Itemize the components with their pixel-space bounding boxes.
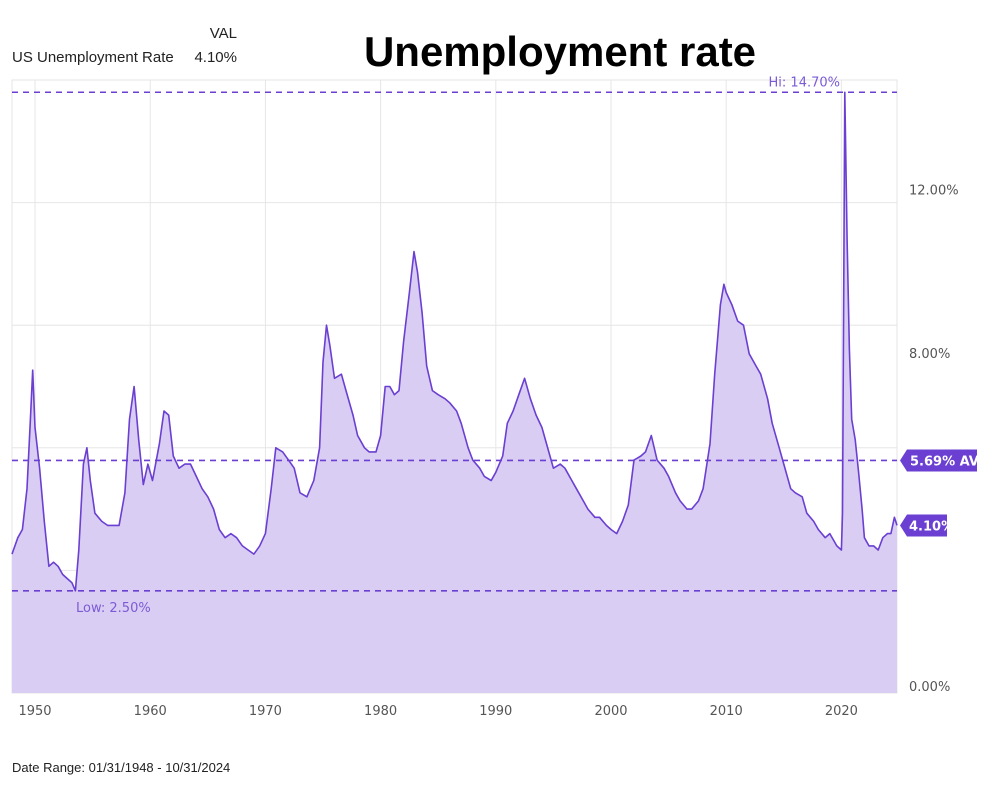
y-tick-label: 0.00% [909, 680, 950, 695]
date-range: Date Range: 01/31/1948 - 10/31/2024 [12, 760, 230, 775]
chart-title: Unemployment rate [364, 28, 756, 75]
last-value-badge: 4.10% [900, 514, 954, 537]
low-label: Low: 2.50% [76, 601, 151, 616]
x-tick-label: 1990 [479, 704, 512, 719]
series-label: US Unemployment Rate [12, 49, 174, 66]
x-tick-label: 2000 [594, 704, 627, 719]
avg-badge-shape [900, 449, 977, 472]
val-header: VAL [210, 25, 237, 42]
y-tick-label: 12.00% [909, 184, 959, 199]
y-tick-label: 8.00% [909, 347, 950, 362]
x-tick-label: 1970 [249, 704, 282, 719]
last-value-badge-label: 4.10% [909, 519, 954, 534]
reference-lines: Hi: 14.70% Low: 2.50% [12, 75, 897, 616]
series-area-fill [12, 92, 897, 694]
avg-badge: 5.69% AVG [900, 449, 990, 472]
value-badges: 5.69% AVG 4.10% [900, 449, 990, 537]
x-tick-label: 1980 [364, 704, 397, 719]
avg-badge-label: 5.69% AVG [910, 454, 990, 469]
x-tick-label: 1950 [18, 704, 51, 719]
high-label: Hi: 14.70% [769, 75, 840, 90]
val-value: 4.10% [194, 49, 237, 66]
last-value-badge-shape [900, 514, 947, 537]
series-line [11, 91, 898, 592]
x-tick-label: 2010 [710, 704, 743, 719]
x-tick-label: 1960 [134, 704, 167, 719]
x-tick-label: 2020 [825, 704, 858, 719]
area-series [11, 91, 898, 694]
axis-ticks: 1950 1960 1970 1980 1990 2000 2010 2020 0.00% 8.0… [18, 184, 958, 719]
